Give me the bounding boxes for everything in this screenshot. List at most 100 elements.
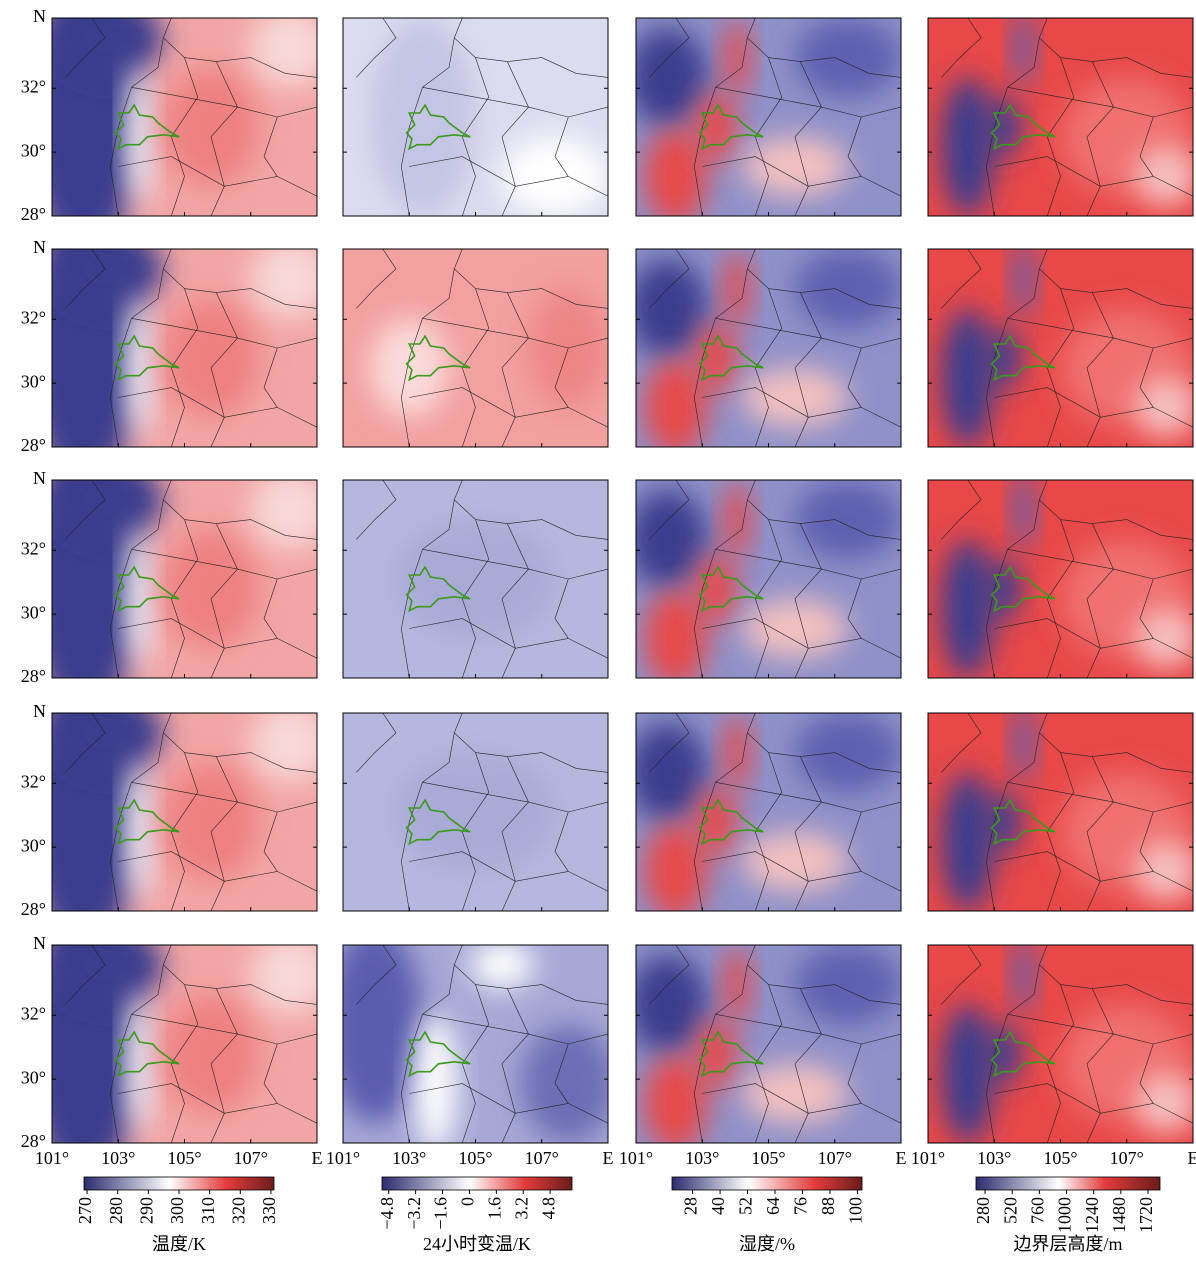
field-blob — [941, 539, 994, 678]
map-panel — [928, 239, 1196, 447]
lat-tick-label: 30° — [21, 1067, 46, 1087]
lat-tick-label: N — [33, 933, 46, 953]
lon-tick-label: 105° — [458, 1148, 492, 1168]
field — [26, 440, 331, 717]
colorbar-tick-label: 1.6 — [484, 1197, 504, 1220]
field-blob — [251, 703, 331, 782]
map-panel: N32°30°28° — [21, 209, 330, 486]
field-blob — [628, 28, 708, 127]
colorbar-tick-label: 4.8 — [538, 1197, 558, 1220]
field-blob — [1135, 1074, 1196, 1133]
lon-tick-label: E — [896, 1148, 907, 1168]
field — [343, 249, 608, 447]
field-blob — [327, 925, 422, 1123]
lat-tick-label: 28° — [21, 666, 46, 686]
field-blob — [57, 229, 163, 308]
field-blob — [628, 490, 708, 589]
map-panel — [628, 249, 901, 457]
field — [628, 713, 901, 921]
lon-tick-label: 101° — [911, 1148, 945, 1168]
field-blob — [941, 772, 994, 911]
colorbar-tick-label: 270 — [75, 1197, 95, 1224]
lon-tick-label: E — [603, 1148, 614, 1168]
lon-tick-label: 101° — [619, 1148, 653, 1168]
field — [928, 8, 1196, 216]
map-panel — [928, 8, 1196, 216]
colorbar-bar — [84, 1177, 274, 1190]
map-panel: N32°30°28° — [21, 440, 330, 717]
map-panel — [343, 18, 608, 216]
colorbar-tick-label: 300 — [167, 1197, 187, 1224]
map-panel — [928, 703, 1196, 911]
colorbar-tick-label: 1720 — [1136, 1197, 1156, 1233]
map-panel — [343, 249, 608, 447]
colorbar-tick-label: 280 — [106, 1197, 126, 1224]
lat-tick-label: 28° — [21, 899, 46, 919]
colorbar-tick-label: 28 — [681, 1197, 701, 1215]
colorbar-tick-label: 1480 — [1109, 1197, 1129, 1233]
colorbar-tick-label: 290 — [136, 1197, 156, 1224]
colorbar-tick-label: 3.2 — [511, 1197, 531, 1220]
field-blob — [251, 935, 331, 1014]
field-blob — [694, 322, 736, 393]
field-blob — [628, 955, 708, 1054]
field-blob — [415, 1014, 457, 1153]
map-panel — [628, 713, 901, 921]
field-blob — [57, 693, 163, 772]
colorbar-tick-label: 330 — [259, 1197, 279, 1224]
field — [928, 470, 1196, 678]
field-blob — [723, 945, 750, 1024]
lat-tick-label: 30° — [21, 835, 46, 855]
colorbar-bar — [672, 1177, 862, 1190]
lon-tick-label: E — [1188, 1148, 1196, 1168]
map-panel — [628, 480, 901, 688]
field-blob — [742, 368, 848, 427]
lat-tick-label: 32° — [21, 76, 46, 96]
lat-tick-label: N — [33, 701, 46, 721]
map-panel: 101°103°105°107°E — [619, 945, 907, 1168]
field-blob — [742, 137, 848, 196]
colorbar-tick-label: 40 — [708, 1197, 728, 1215]
map-panel: N32°30°28° — [21, 0, 330, 256]
map-panel — [343, 713, 608, 911]
colorbar-tick-label: 76 — [791, 1197, 811, 1215]
colorbar-tick-label: 320 — [228, 1197, 248, 1224]
field-blob — [694, 91, 736, 162]
map-panel: 101°103°105°107°E — [326, 925, 616, 1168]
lat-tick-label: 32° — [21, 1003, 46, 1023]
field-blob — [628, 259, 708, 358]
map-panel — [628, 18, 901, 226]
field-blob — [251, 239, 331, 318]
field-blob — [742, 599, 848, 658]
colorbar-bar — [382, 1177, 572, 1190]
colorbar-tick-label: −4.8 — [377, 1197, 397, 1230]
map-panel: 101°103°105°107°E — [911, 935, 1196, 1168]
field-blob — [57, 0, 163, 77]
field-blob — [795, 945, 901, 1024]
colorbar-tick-label: −3.2 — [404, 1197, 424, 1230]
field-blob — [1135, 147, 1196, 206]
field — [327, 925, 616, 1153]
map-panel — [343, 480, 608, 678]
lon-tick-label: 105° — [167, 1148, 201, 1168]
lat-tick-label: 32° — [21, 307, 46, 327]
field-blob — [795, 18, 901, 97]
field-blob — [521, 1024, 616, 1143]
colorbar-title: 湿度/% — [739, 1234, 795, 1254]
field — [628, 249, 901, 457]
lon-tick-label: 107° — [234, 1148, 268, 1168]
colorbar-tick-label: 280 — [973, 1197, 993, 1224]
field — [928, 239, 1196, 447]
field-blob — [57, 460, 163, 539]
field — [343, 713, 608, 911]
lon-tick-label: 101° — [35, 1148, 69, 1168]
field — [628, 945, 901, 1153]
lon-tick-label: 103° — [685, 1148, 719, 1168]
colorbar-title: 24小时变温/K — [423, 1234, 531, 1254]
map-panel: N32°30°28° — [21, 673, 330, 950]
lat-tick-label: 28° — [21, 435, 46, 455]
field-blob — [1135, 378, 1196, 437]
lat-tick-label: 32° — [21, 538, 46, 558]
lat-tick-label: 30° — [21, 602, 46, 622]
lon-tick-label: E — [312, 1148, 323, 1168]
